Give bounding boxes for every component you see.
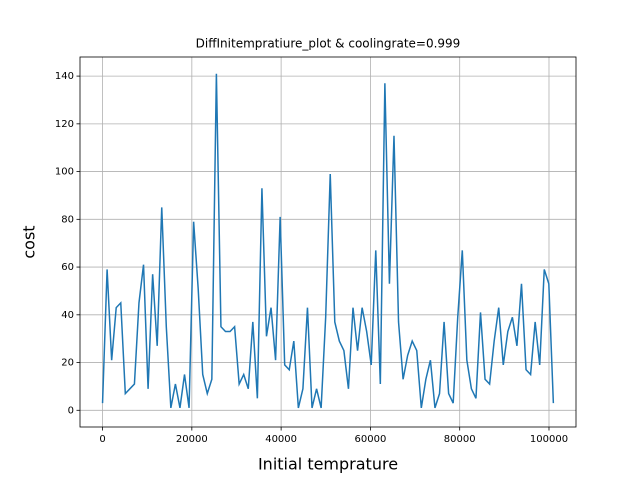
y-tick-label: 100 (55, 167, 74, 178)
y-tick-label: 0 (68, 405, 74, 416)
x-tick-label: 60000 (355, 434, 387, 445)
x-tick-label: 80000 (444, 434, 476, 445)
x-tick-label: 0 (99, 434, 105, 445)
y-tick-label: 80 (61, 214, 74, 225)
plot-frame (79, 56, 577, 428)
x-axis-label: Initial temprature (258, 455, 398, 474)
y-tick-label: 120 (55, 119, 74, 130)
x-tick-label: 100000 (530, 434, 568, 445)
chart-title: DiffInitempratiure_plot & coolingrate=0.… (196, 37, 461, 51)
x-tick-label: 40000 (265, 434, 297, 445)
y-tick-label: 60 (61, 262, 74, 273)
y-axis-label: cost (20, 225, 39, 258)
y-tick-label: 40 (61, 310, 74, 321)
y-tick-label: 140 (55, 71, 74, 82)
data-line (101, 73, 555, 409)
y-tick-label: 20 (61, 358, 74, 369)
x-tick-label: 20000 (176, 434, 208, 445)
